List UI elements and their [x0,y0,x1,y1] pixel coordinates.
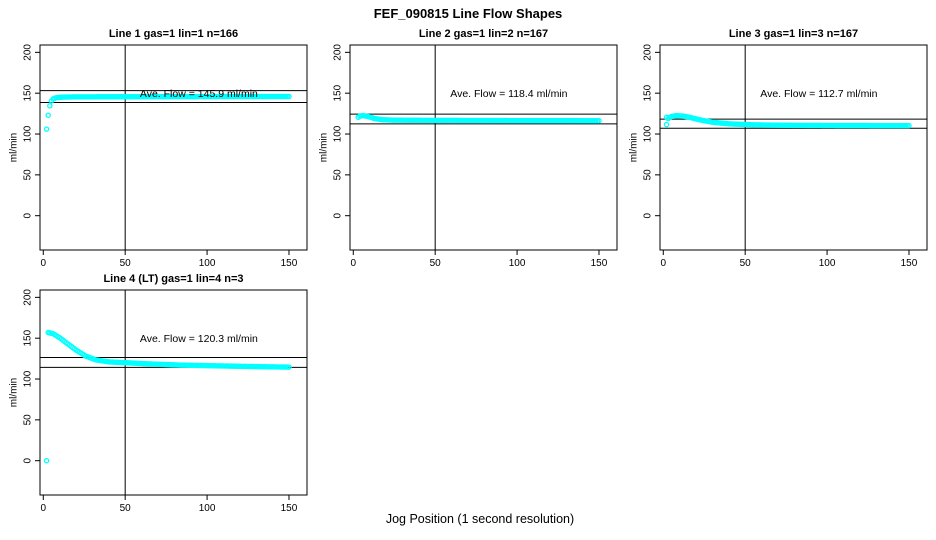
x-tick-label: 100 [819,258,836,269]
x-tick-label: 100 [509,258,526,269]
x-tick-label: 0 [40,503,46,514]
x-tick-label: 50 [120,503,132,514]
panel-title-line-4: Line 4 (LT) gas=1 lin=4 n=3 [103,273,244,285]
x-tick-label: 150 [281,503,298,514]
x-tick-label: 100 [199,258,216,269]
panel-line-3: 0 50 100 150 200 0 50 100 150 ml/min Ave. Flow = 1… [620,25,932,270]
plot-frame [349,44,618,251]
y-tick-label: 100 [23,370,34,387]
y-tick-label: 0 [643,212,654,218]
ave-flow-annotation: Ave. Flow = 145.9 ml/min [140,88,258,100]
y-tick-label: 150 [23,329,34,346]
x-tick-label: 0 [660,258,666,269]
panel-title-line-3: Line 3 gas=1 lin=3 n=167 [728,28,859,40]
y-tick-label: 150 [333,84,344,101]
data-point [286,364,292,370]
y-tick-label: 50 [333,169,344,181]
data-point [906,122,912,129]
y-tick-label: 200 [23,289,34,306]
y-axis-label: ml/min [9,378,20,407]
x-tick-label: 150 [281,258,298,269]
x-tick-label: 0 [40,258,46,269]
data-point [47,103,53,109]
y-tick-label: 100 [333,125,344,142]
ave-flow-annotation: Ave. Flow = 118.4 ml/min [450,88,567,100]
data-points [663,112,912,129]
y-tick-label: 0 [333,212,344,218]
y-tick-label: 200 [333,44,344,61]
figure-title: FEF_090815 Line Flow Shapes [373,6,563,21]
panel-line-1: 0 50 100 150 200 0 50 100 150 ml/min Ave. Flow = 1… [0,25,312,270]
data-points [355,112,602,124]
panel-title-line-2: Line 2 gas=1 lin=2 n=167 [418,28,549,40]
data-points [43,93,292,132]
y-axis-label: ml/min [629,133,640,162]
data-point [43,126,50,132]
y-tick-label: 200 [643,44,654,61]
y-tick-label: 150 [643,84,654,101]
y-tick-label: 150 [23,84,34,101]
x-tick-label: 150 [591,258,608,269]
y-tick-label: 50 [23,169,34,181]
panel-line-2: 0 50 100 150 200 0 50 100 150 ml/min Ave. Flow = 1… [310,25,622,270]
panel-line-4: 0 50 100 150 200 0 50 100 150 ml/min Ave. Flow = 1… [0,270,312,515]
y-tick-label: 50 [643,169,654,181]
x-tick-label: 100 [199,503,216,514]
y-tick-label: 100 [23,125,34,142]
x-tick-label: 150 [901,258,918,269]
y-tick-label: 0 [23,457,34,463]
x-axis-figure-label: Jog Position (1 second resolution) [385,512,575,526]
plot-area-line-3: 0 50 100 150 200 0 50 100 150 ml/min Ave. Flow = 1… [629,44,928,269]
y-tick-label: 100 [643,125,654,142]
data-point [596,117,602,124]
data-point [663,121,670,128]
x-tick-label: 50 [740,258,752,269]
plot-frame [39,289,308,496]
plot-area-line-2: 0 50 100 150 200 0 50 100 150 ml/min Ave. Flow = 1… [319,44,618,269]
plot-area-line-1: 0 50 100 150 200 0 50 100 150 ml/min Ave. Flow = 1… [9,44,308,269]
plot-frame [659,44,928,251]
data-point [286,93,292,100]
ave-flow-annotation: Ave. Flow = 112.7 ml/min [760,88,877,100]
ave-flow-annotation: Ave. Flow = 120.3 ml/min [140,333,258,345]
y-axis-label: ml/min [9,133,20,162]
y-tick-label: 200 [23,44,34,61]
data-points [43,329,292,464]
panel-title-line-1: Line 1 gas=1 lin=1 n=166 [108,28,239,40]
y-axis-label: ml/min [319,133,330,162]
x-tick-label: 0 [350,258,356,269]
data-point [43,457,50,464]
y-tick-label: 50 [23,414,34,426]
plot-area-line-4: 0 50 100 150 200 0 50 100 150 ml/min Ave. Flow = 1… [9,289,308,514]
data-point [45,112,51,118]
x-tick-label: 50 [430,258,442,269]
y-tick-label: 0 [23,212,34,218]
plot-frame [39,44,308,251]
x-tick-label: 50 [120,258,132,269]
